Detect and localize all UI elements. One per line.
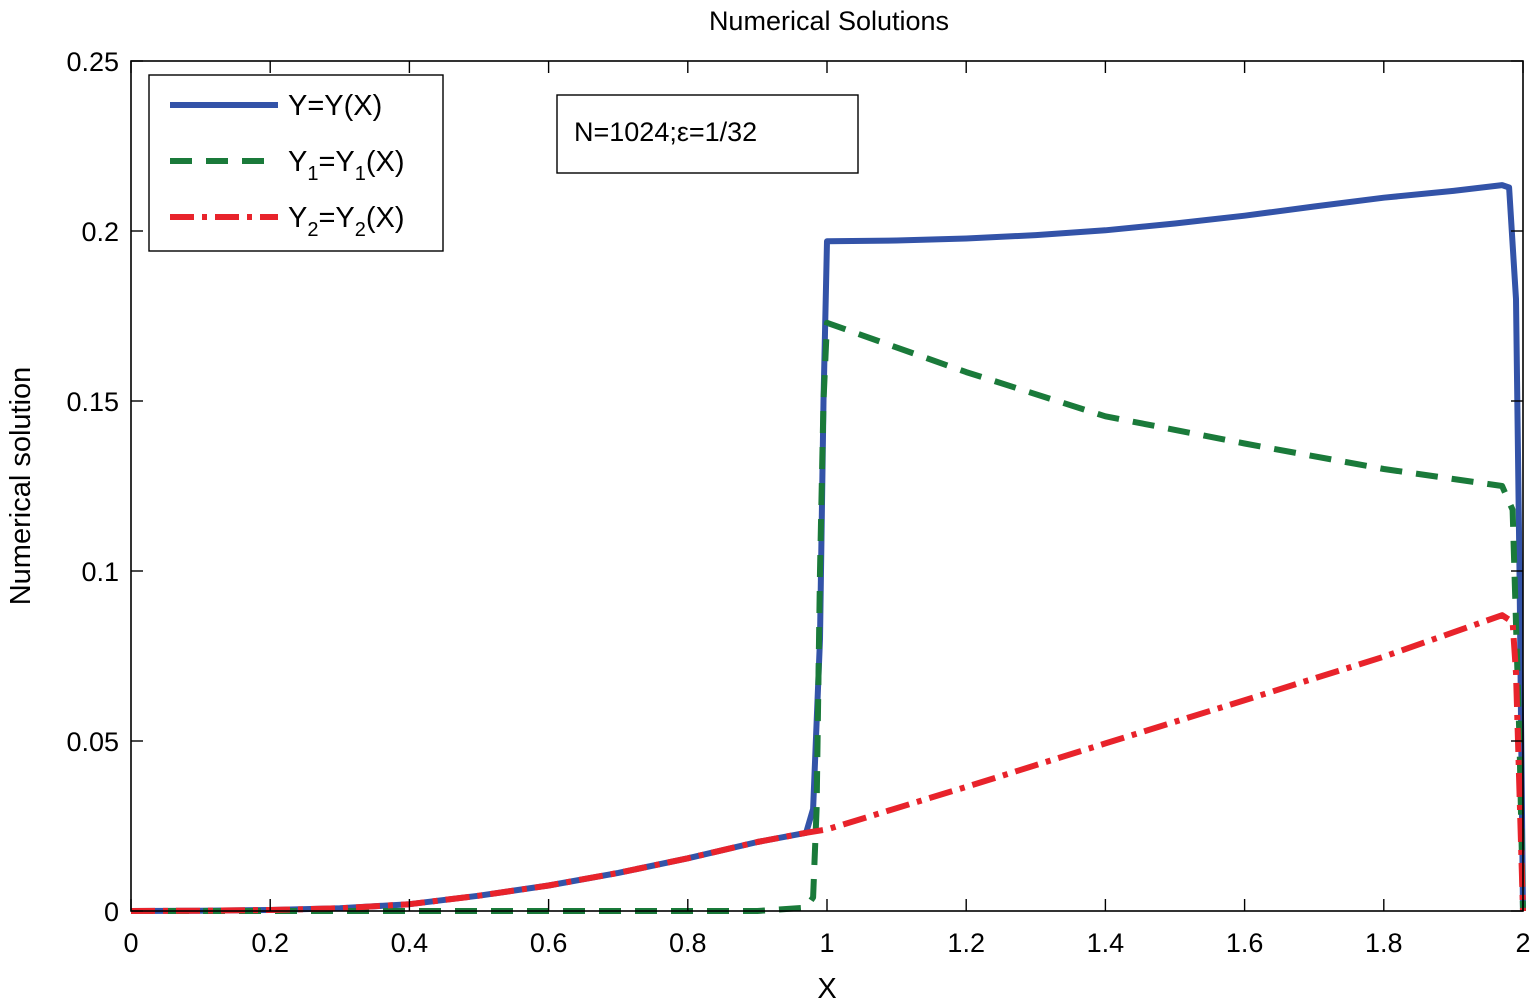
annotation-text: N=1024;ε=1/32 [574,117,757,147]
x-tick-label: 1.6 [1226,928,1264,958]
x-tick-label: 1.2 [947,928,985,958]
x-tick-label: 0 [123,928,138,958]
x-tick-label: 2 [1515,928,1530,958]
x-tick-label: 0.4 [391,928,429,958]
legend-label-2: Y1=Y1(X) [288,146,405,185]
y-tick-label: 0.2 [81,217,119,247]
x-tick-label: 1 [819,928,834,958]
x-tick-label: 0.8 [669,928,707,958]
y-axis-title: Numerical solution [5,367,37,606]
x-tick-label: 0.6 [530,928,568,958]
x-tick-label: 1.8 [1365,928,1403,958]
annotation-frame [556,94,859,174]
series-line-3 [130,612,1526,914]
y-tick-label: 0 [104,897,119,927]
y-tick-label: 0.1 [81,557,119,587]
x-tick-label: 0.2 [251,928,289,958]
legend-label-3: Y2=Y2(X) [288,202,405,241]
y-tick-label: 0.05 [66,727,119,757]
legend-items: Y=Y(X) Y1=Y1(X) Y2=Y2(X) [170,90,405,241]
y-tick-label: 0.25 [66,47,119,77]
legend: Y=Y(X) Y1=Y1(X) Y2=Y2(X) [148,74,444,252]
y-tick-label: 0.15 [66,387,119,417]
x-tick-label: 1.4 [1087,928,1125,958]
x-axis-title: X [817,973,836,1004]
annotation-box: N=1024;ε=1/32 [556,94,859,174]
axis-ticks: 0 0.2 0.4 0.6 0.8 1 1.2 1.4 1.6 1.8 2 0 0.05 0.1 0.15 0… [66,47,1530,958]
legend-label-1: Y=Y(X) [288,90,382,122]
chart-title: Numerical Solutions [709,6,949,36]
